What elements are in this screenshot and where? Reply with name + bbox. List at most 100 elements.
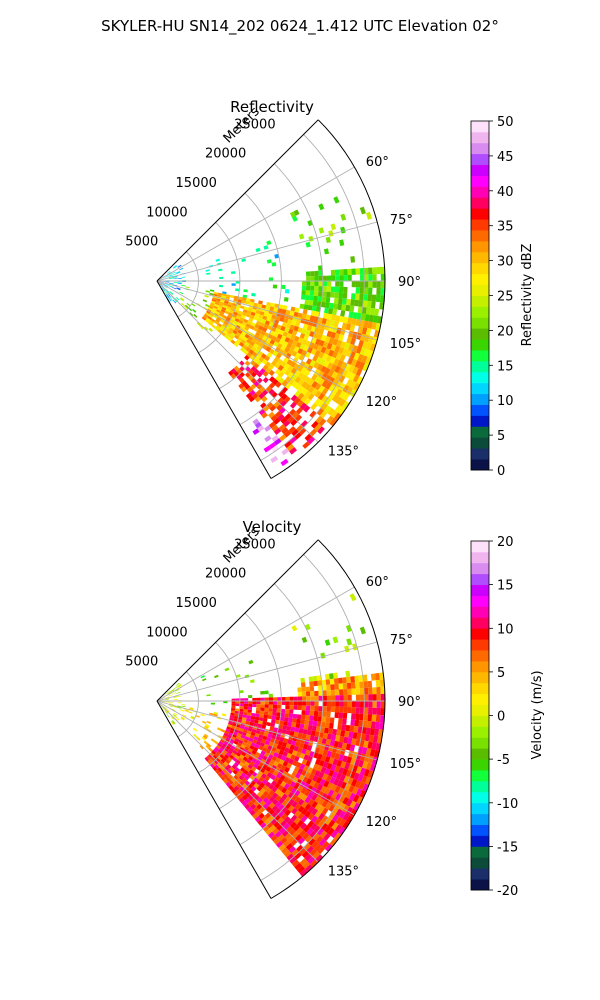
- radar-gate: [309, 428, 318, 437]
- radar-gate: [222, 734, 228, 739]
- radar-gate: [301, 808, 308, 816]
- radar-gate: [324, 397, 332, 406]
- radar-gate: [366, 762, 372, 771]
- colorbar-swatch: [471, 459, 489, 471]
- radar-gate: [296, 424, 304, 433]
- radar-gate: [316, 675, 322, 681]
- radar-gate: [300, 719, 306, 725]
- radar-gate: [305, 691, 311, 697]
- radar-gate: [288, 828, 296, 836]
- radar-gate: [269, 759, 276, 765]
- radar-gate: [309, 735, 315, 742]
- radar-gate: [179, 267, 184, 271]
- radar-gate: [333, 678, 339, 685]
- radar-gate: [217, 294, 222, 298]
- radar-gate: [312, 300, 318, 307]
- radar-gate: [249, 314, 255, 320]
- radar-gate: [222, 304, 228, 309]
- radar-gate: [339, 701, 344, 707]
- radar-gate: [240, 314, 246, 319]
- radar-gate: [202, 678, 207, 682]
- radar-gate: [232, 733, 237, 739]
- radar-gate: [205, 290, 210, 293]
- radar-gate: [260, 330, 266, 336]
- radar-gate: [312, 833, 320, 841]
- radar-gate: [320, 346, 327, 354]
- radar-gate: [305, 295, 310, 301]
- radar-gate: [322, 341, 329, 349]
- radar-gate: [261, 359, 268, 365]
- radar-gate: [202, 735, 208, 740]
- radar-gate: [318, 378, 325, 386]
- radar-gate: [258, 333, 265, 339]
- radar-gate: [330, 830, 339, 839]
- radar-gate: [162, 287, 166, 291]
- radar-gate: [376, 281, 381, 288]
- radar-gate: [297, 705, 302, 711]
- radar-gate: [355, 287, 360, 294]
- radar-gate: [357, 726, 363, 734]
- range-ring: [239, 163, 324, 425]
- radar-gate: [220, 309, 226, 313]
- radar-gate: [248, 695, 253, 699]
- radar-gate: [329, 776, 336, 784]
- azimuth-tick-label: 90°: [398, 695, 421, 710]
- radar-gate: [206, 272, 211, 275]
- radar-gate: [248, 659, 254, 665]
- radar-gate: [228, 785, 234, 791]
- radar-gate: [305, 290, 311, 296]
- radar-gate: [324, 673, 330, 680]
- radar-gate: [293, 745, 299, 752]
- colorbar-tick-label: -10: [497, 797, 518, 812]
- radar-gate: [306, 845, 315, 854]
- radar-gate: [286, 818, 294, 826]
- radar-gate: [285, 743, 291, 749]
- radar-gate: [266, 240, 272, 246]
- radar-gate: [286, 359, 293, 366]
- radar-gate: [179, 291, 184, 295]
- radar-gate: [293, 209, 300, 216]
- radar-gate: [280, 745, 286, 752]
- radar-gate: [342, 298, 347, 305]
- radar-gate: [262, 790, 269, 797]
- radar-gate: [240, 734, 246, 739]
- radar-gate: [316, 783, 324, 791]
- radar-gate: [335, 380, 343, 389]
- radar-gate: [296, 827, 304, 835]
- azimuth-tick-label: 105°: [390, 757, 421, 772]
- radar-gate: [206, 720, 211, 724]
- radar-gate: [326, 684, 331, 691]
- radar-gate: [281, 793, 288, 801]
- radar-gate: [188, 307, 193, 312]
- radar-gate: [234, 738, 240, 743]
- radar-gate: [368, 281, 373, 288]
- radar-gate: [300, 822, 308, 830]
- radar-gate: [289, 701, 294, 706]
- colorbar-tick-label: 5: [497, 666, 505, 681]
- radar-gate: [347, 688, 352, 695]
- colorbar-swatch: [471, 541, 489, 553]
- radar-gate: [249, 325, 255, 330]
- radar-gate: [330, 286, 336, 293]
- radar-gate: [268, 411, 275, 419]
- radar-gate: [359, 739, 365, 748]
- radar-gate: [318, 340, 325, 347]
- radar-gate: [345, 304, 351, 312]
- radar-gate: [344, 342, 351, 350]
- radar-gate: [358, 760, 364, 768]
- radar-gate: [180, 297, 185, 301]
- azimuth-tick-label: 135°: [328, 445, 359, 460]
- radar-gate: [286, 342, 292, 349]
- radar-gate: [363, 681, 368, 688]
- radar-gate: [234, 767, 240, 773]
- radar-gate: [318, 695, 323, 701]
- radar-gate: [346, 676, 351, 684]
- radar-gate: [211, 750, 217, 755]
- radar-gate: [322, 690, 327, 696]
- radar-gate: [309, 681, 314, 687]
- radar-gate: [166, 294, 170, 299]
- radar-gate: [229, 754, 235, 760]
- radar-gate: [356, 312, 362, 320]
- radar-gate: [254, 313, 260, 318]
- radar-gate: [340, 761, 347, 769]
